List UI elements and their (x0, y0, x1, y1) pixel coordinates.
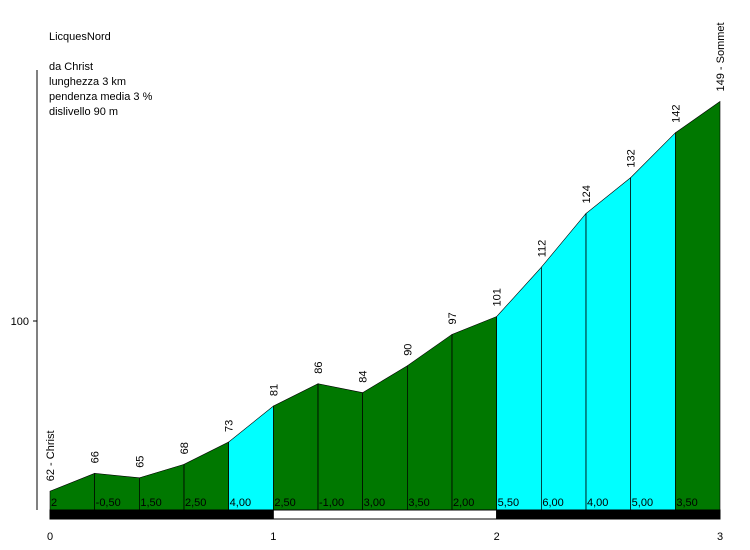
profile-segment (451, 316, 497, 511)
profile-info: LicquesNord da Christ lunghezza 3 km pen… (49, 30, 152, 120)
profile-segment (675, 100, 721, 511)
segment-gradient-label: 5,50 (498, 497, 519, 509)
segment-gradient-label: 2,00 (453, 497, 474, 509)
distance-scale-segment (496, 509, 721, 520)
point-elevation-label: 124 (581, 185, 593, 203)
point-elevation-label: 132 (626, 149, 638, 167)
climb-name: LicquesNord (49, 31, 111, 43)
profile-segment (585, 177, 631, 511)
segment-gradient-label: -0,50 (96, 497, 121, 509)
point-elevation-label: 81 (268, 384, 280, 396)
segment-gradient-label: 4,00 (230, 497, 251, 509)
point-elevation-label: 84 (358, 370, 370, 382)
profile-segment (630, 132, 676, 511)
segment-gradient-label: 2,50 (274, 497, 295, 509)
point-elevation-label: 90 (402, 344, 414, 356)
profile-segment (407, 333, 453, 511)
distance-scale-segment (272, 509, 498, 520)
x-tick-label: 1 (270, 531, 276, 543)
point-elevation-label: 149 - Sommet (715, 22, 727, 91)
segment-gradient-label: 3,00 (364, 497, 385, 509)
segment-gradient-label: -1,00 (319, 497, 344, 509)
point-elevation-label: 97 (447, 312, 459, 324)
segment-gradient-label: 2,50 (185, 497, 206, 509)
point-elevation-label: 142 (670, 104, 682, 122)
profile-segment (273, 383, 319, 511)
segment-gradient-label: 4,00 (587, 497, 608, 509)
point-elevation-label: 86 (313, 361, 325, 373)
x-tick-label: 3 (717, 531, 723, 543)
point-elevation-label: 68 (179, 442, 191, 454)
point-elevation-label: 112 (536, 240, 548, 258)
segment-gradient-label: 2 (51, 497, 57, 509)
segment-gradient-label: 3,50 (408, 497, 429, 509)
profile-segment (317, 383, 363, 511)
x-tick-label: 2 (494, 531, 500, 543)
x-tick-label: 0 (47, 531, 53, 543)
point-elevation-label: 65 (134, 456, 146, 468)
segment-gradient-label: 1,50 (140, 497, 161, 509)
segment-gradient-label: 3,50 (676, 497, 697, 509)
profile-segment (362, 365, 408, 511)
segment-gradient-label: 6,00 (542, 497, 563, 509)
distance-scale-segment (49, 509, 274, 520)
point-elevation-label: 66 (90, 451, 102, 463)
climb-length: lunghezza 3 km (49, 76, 127, 88)
point-elevation-label: 101 (492, 288, 504, 306)
point-elevation-label: 62 - Christ (45, 430, 57, 481)
segment-gradient-label: 5,00 (632, 497, 653, 509)
climb-start: da Christ (49, 61, 94, 73)
point-elevation-label: 73 (224, 420, 236, 432)
y-tick-label: 100 (11, 316, 29, 328)
climb-gradient: pendenza media 3 % (49, 91, 153, 103)
climb-elevation-gain: dislivello 90 m (49, 106, 119, 118)
